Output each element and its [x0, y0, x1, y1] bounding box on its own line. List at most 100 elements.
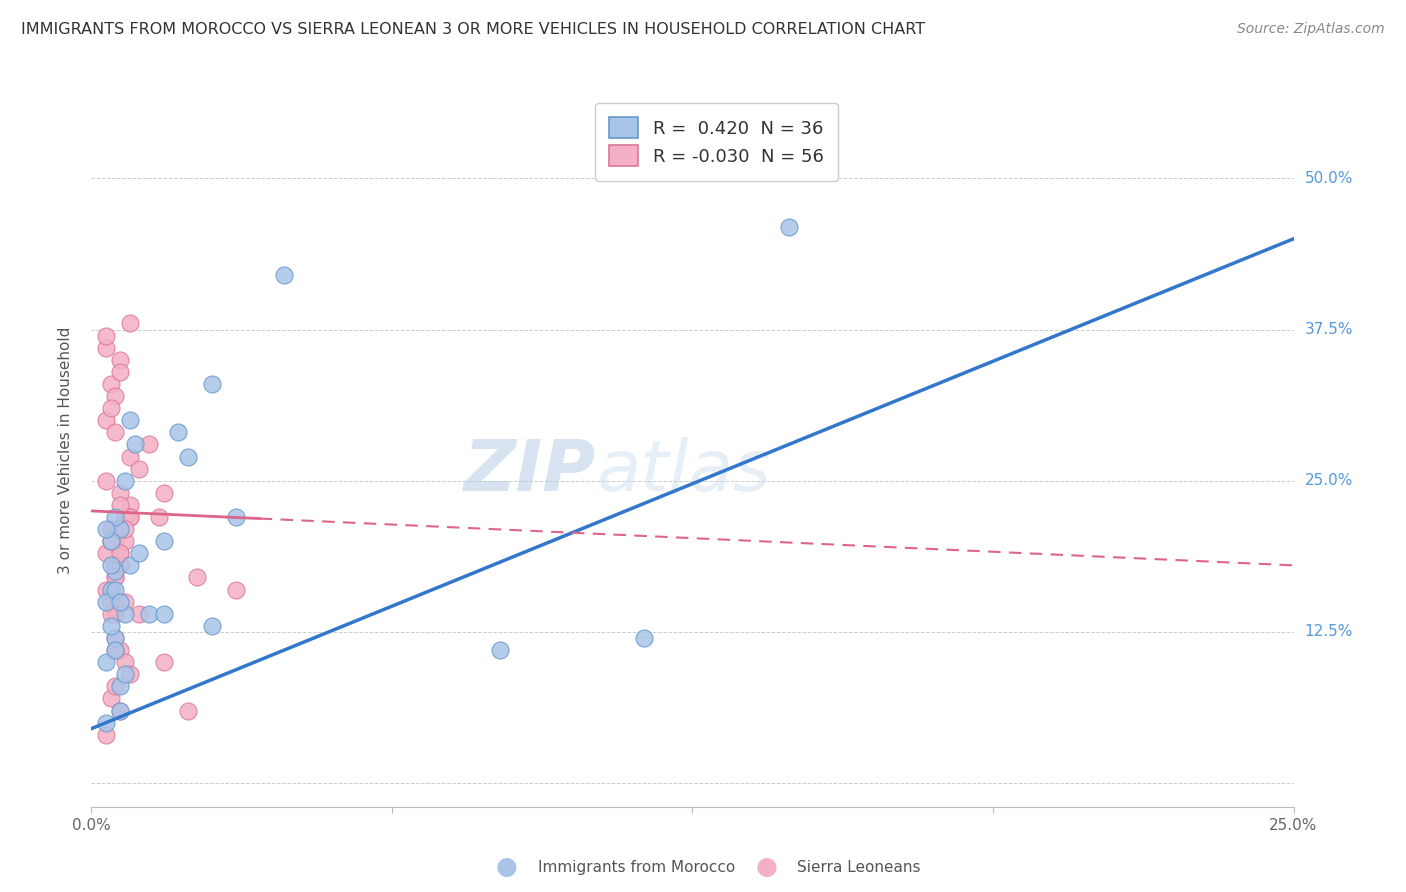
- Point: [94, 546, 117, 560]
- Point: [176, 704, 198, 718]
- Point: [118, 558, 141, 573]
- Point: [104, 570, 127, 584]
- Point: [128, 607, 150, 621]
- Point: [104, 389, 127, 403]
- Point: [104, 534, 127, 549]
- Point: [94, 582, 117, 597]
- Text: atlas: atlas: [596, 437, 770, 507]
- Point: [225, 510, 247, 524]
- Text: ZIP: ZIP: [464, 437, 596, 507]
- Point: [110, 546, 132, 560]
- Text: 25.0%: 25.0%: [1305, 473, 1353, 488]
- Point: [94, 474, 117, 488]
- Point: [104, 679, 127, 693]
- Point: [94, 413, 117, 427]
- Point: [94, 341, 117, 355]
- Point: [118, 498, 141, 512]
- Point: [225, 582, 247, 597]
- Point: [94, 715, 117, 730]
- Point: [104, 643, 127, 657]
- Point: [100, 594, 122, 608]
- Point: [114, 474, 136, 488]
- Point: [100, 582, 122, 597]
- Point: [124, 437, 146, 451]
- Point: [104, 522, 127, 536]
- Point: [148, 510, 170, 524]
- Text: ●: ●: [495, 855, 517, 879]
- Point: [118, 510, 141, 524]
- Point: [118, 450, 141, 464]
- Point: [489, 643, 512, 657]
- Point: [94, 655, 117, 669]
- Point: [104, 582, 127, 597]
- Point: [104, 510, 127, 524]
- Point: [114, 522, 136, 536]
- Point: [200, 619, 222, 633]
- Point: [94, 594, 117, 608]
- Point: [100, 534, 122, 549]
- Point: [104, 558, 127, 573]
- Point: [104, 631, 127, 645]
- Point: [104, 643, 127, 657]
- Text: Immigrants from Morocco: Immigrants from Morocco: [538, 860, 735, 874]
- Text: Sierra Leoneans: Sierra Leoneans: [797, 860, 921, 874]
- Point: [138, 437, 160, 451]
- Point: [273, 268, 295, 282]
- Point: [200, 376, 222, 391]
- Point: [110, 594, 132, 608]
- Point: [633, 631, 655, 645]
- Point: [110, 546, 132, 560]
- Point: [152, 655, 174, 669]
- Text: 37.5%: 37.5%: [1305, 322, 1353, 337]
- Point: [114, 534, 136, 549]
- Point: [104, 565, 127, 579]
- Point: [110, 352, 132, 367]
- Point: [110, 485, 132, 500]
- Point: [100, 401, 122, 416]
- Legend: R =  0.420  N = 36, R = -0.030  N = 56: R = 0.420 N = 36, R = -0.030 N = 56: [595, 103, 838, 180]
- Point: [118, 413, 141, 427]
- Point: [100, 691, 122, 706]
- Point: [167, 425, 190, 440]
- Point: [186, 570, 208, 584]
- Point: [110, 498, 132, 512]
- Point: [104, 607, 127, 621]
- Point: [104, 425, 127, 440]
- Point: [128, 461, 150, 475]
- Point: [118, 667, 141, 681]
- Point: [100, 522, 122, 536]
- Y-axis label: 3 or more Vehicles in Household: 3 or more Vehicles in Household: [58, 326, 73, 574]
- Point: [114, 667, 136, 681]
- Point: [110, 679, 132, 693]
- Point: [94, 728, 117, 742]
- Point: [104, 570, 127, 584]
- Point: [152, 534, 174, 549]
- Point: [100, 534, 122, 549]
- Point: [110, 643, 132, 657]
- Point: [110, 558, 132, 573]
- Point: [118, 510, 141, 524]
- Point: [100, 376, 122, 391]
- Point: [94, 328, 117, 343]
- Point: [128, 546, 150, 560]
- Point: [138, 607, 160, 621]
- Point: [100, 582, 122, 597]
- Point: [100, 534, 122, 549]
- Point: [114, 594, 136, 608]
- Point: [94, 522, 117, 536]
- Text: 12.5%: 12.5%: [1305, 624, 1353, 640]
- Point: [104, 631, 127, 645]
- Point: [110, 522, 132, 536]
- Point: [110, 704, 132, 718]
- Point: [114, 510, 136, 524]
- Text: Source: ZipAtlas.com: Source: ZipAtlas.com: [1237, 22, 1385, 37]
- Point: [110, 704, 132, 718]
- Point: [152, 485, 174, 500]
- Point: [100, 558, 122, 573]
- Point: [176, 450, 198, 464]
- Text: IMMIGRANTS FROM MOROCCO VS SIERRA LEONEAN 3 OR MORE VEHICLES IN HOUSEHOLD CORREL: IMMIGRANTS FROM MOROCCO VS SIERRA LEONEA…: [21, 22, 925, 37]
- Text: 50.0%: 50.0%: [1305, 171, 1353, 186]
- Point: [152, 607, 174, 621]
- Point: [778, 219, 800, 234]
- Point: [118, 317, 141, 331]
